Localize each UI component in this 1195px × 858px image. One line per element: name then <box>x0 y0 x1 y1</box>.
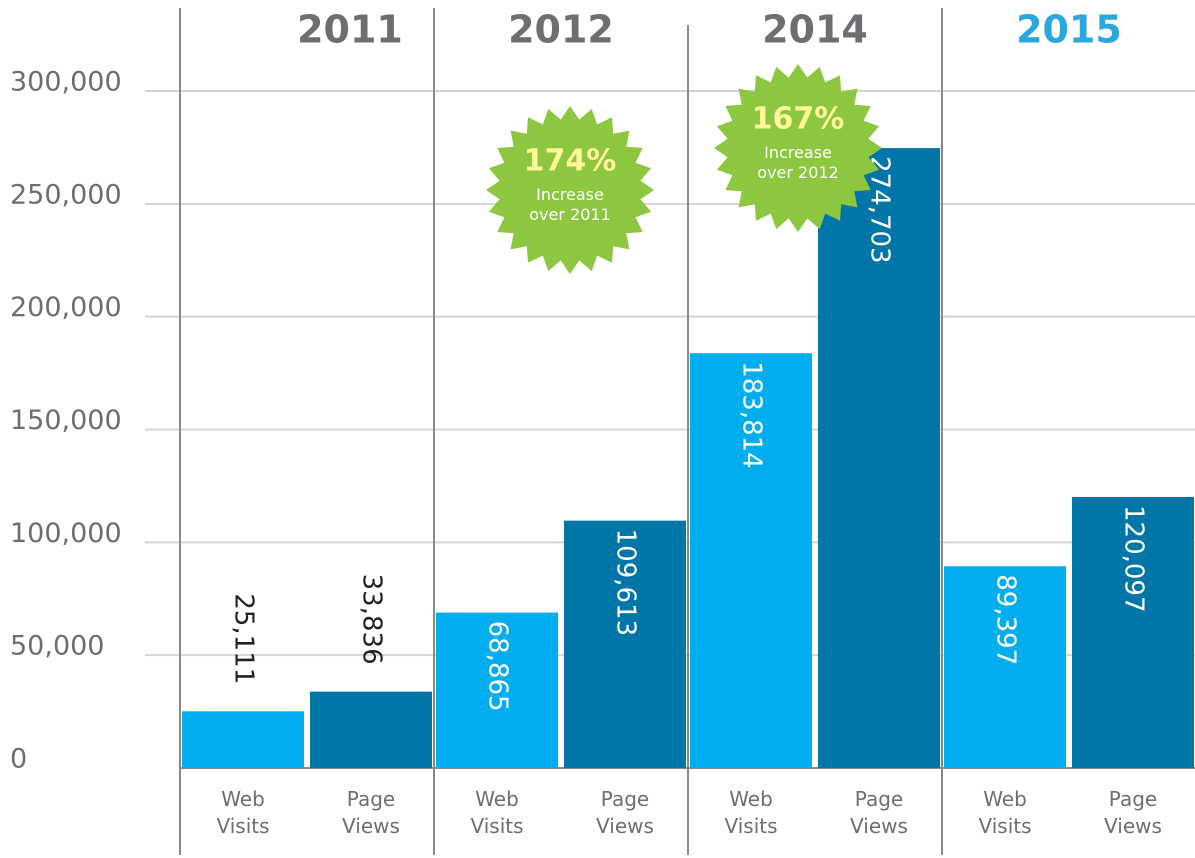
y-tick-label: 250,000 <box>10 179 122 210</box>
badge-value: 167% <box>752 102 845 137</box>
bar <box>1072 496 1194 768</box>
series-label: Web Visits <box>724 787 777 838</box>
value-label: 120,097 <box>1119 505 1149 613</box>
series-label: Page Views <box>342 787 400 838</box>
series-label: Page Views <box>596 787 654 838</box>
category-label: 2012 <box>508 8 614 52</box>
y-tick-label: 100,000 <box>10 518 122 549</box>
category-label: 2011 <box>297 8 403 52</box>
series-label: Page Views <box>1104 787 1162 838</box>
value-label: 68,865 <box>483 621 513 712</box>
y-tick-label: 150,000 <box>10 405 122 436</box>
badge <box>714 64 882 232</box>
y-tick-label: 300,000 <box>10 67 122 98</box>
value-label: 109,613 <box>611 529 641 637</box>
y-tick-label: 0 <box>10 744 27 775</box>
series-label: Web Visits <box>216 787 269 838</box>
badge-value: 174% <box>524 144 617 179</box>
badge-note: Increase over 2012 <box>757 143 838 182</box>
category-label: 2014 <box>762 8 868 52</box>
y-tick-label: 50,000 <box>10 631 104 662</box>
series-label: Page Views <box>850 787 908 838</box>
bar <box>436 612 558 768</box>
series-label: Web Visits <box>978 787 1031 838</box>
badge <box>486 106 654 274</box>
value-label: 274,703 <box>865 156 895 264</box>
bar <box>944 566 1066 768</box>
series-label: Web Visits <box>470 787 523 838</box>
badge-note: Increase over 2011 <box>529 185 610 224</box>
value-label: 25,111 <box>229 593 259 684</box>
bar <box>818 148 940 768</box>
value-label: 89,397 <box>991 574 1021 665</box>
bar <box>310 691 432 768</box>
bar <box>182 711 304 768</box>
y-tick-label: 200,000 <box>10 292 122 323</box>
category-label: 2015 <box>1016 8 1122 52</box>
bar <box>564 520 686 768</box>
value-label: 33,836 <box>357 574 387 665</box>
bar <box>690 353 812 768</box>
value-label: 183,814 <box>737 361 767 469</box>
